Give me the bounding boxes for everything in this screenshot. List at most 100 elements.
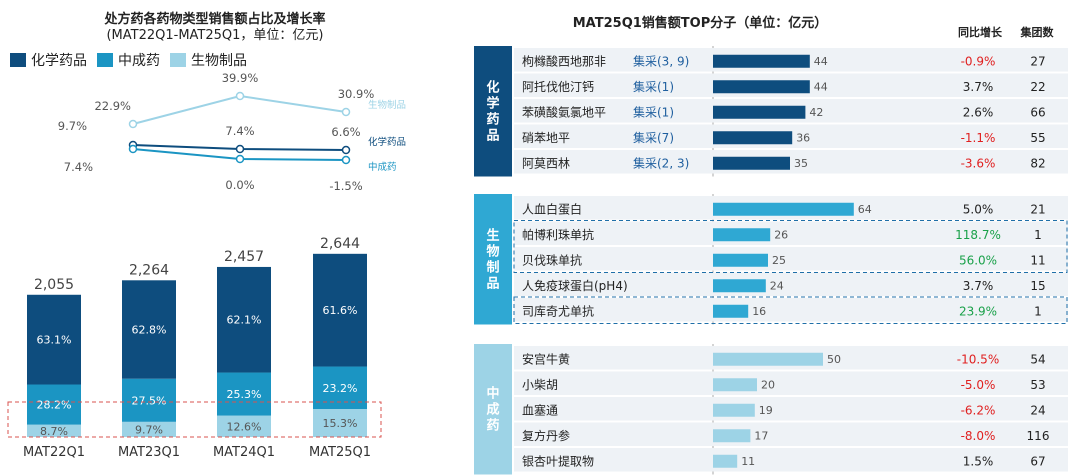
molecule-name-0-0: 枸橼酸西地那非	[522, 53, 606, 68]
molecule-groups-0-2: 66	[1030, 105, 1045, 119]
molecule-bar-2-1	[713, 378, 757, 392]
molecule-value-0-2: 42	[809, 106, 823, 119]
molecule-growth-0-1: 3.7%	[963, 80, 994, 94]
molecule-groups-2-4: 67	[1030, 454, 1045, 468]
molecule-bar-1-4	[713, 304, 749, 318]
row-bg-1-4	[514, 298, 1068, 322]
group-label-char-0-2: 药	[486, 111, 499, 127]
molecule-tag-0-0: 集采(3, 9)	[633, 53, 689, 68]
row-bg-2-4	[514, 448, 1068, 472]
molecule-name-1-0: 人血白蛋白	[522, 201, 582, 216]
molecule-groups-0-3: 55	[1030, 131, 1045, 145]
molecule-groups-1-0: 21	[1030, 202, 1045, 216]
legend-swatch-bio	[170, 53, 186, 67]
highlight-box-2	[513, 296, 1068, 324]
legend-label-tcm: 中成药	[118, 53, 160, 69]
growth-point-0-1	[235, 91, 245, 101]
molecule-bar-0-3	[713, 131, 793, 145]
bar-segment-label-0-0: 63.1%	[37, 334, 72, 347]
group-label-char-2-2: 药	[486, 417, 499, 433]
molecule-growth-0-3: -1.1%	[961, 131, 996, 145]
molecule-growth-2-4: 1.5%	[963, 454, 994, 468]
growth-value-label-2-0: 7.4%	[64, 160, 93, 174]
legend: 化学药品 中成药 生物制品	[10, 50, 247, 70]
growth-line-end-label-1: 化学药品	[368, 136, 406, 148]
molecule-growth-1-2: 56.0%	[959, 253, 997, 267]
groups-column-header: 集团数	[1020, 26, 1054, 39]
molecule-bar-2-2	[713, 403, 755, 417]
molecule-value-0-3: 36	[796, 131, 810, 144]
molecule-name-0-1: 阿托伐他汀钙	[522, 80, 594, 94]
row-bg-0-0	[514, 48, 1068, 72]
bar-segment-1-2	[217, 372, 271, 416]
molecule-tag-0-2: 集采(1)	[633, 104, 674, 119]
row-bg-1-2	[514, 247, 1068, 271]
legend-label-bio: 生物制品	[191, 53, 247, 69]
bar-segment-0-0	[27, 294, 81, 385]
molecule-value-1-2: 25	[772, 254, 786, 267]
molecule-name-2-0: 安宫牛黄	[522, 351, 570, 366]
growth-point-1-1	[235, 144, 245, 154]
bar-segment-1-1	[122, 378, 176, 422]
molecule-value-0-1: 44	[814, 80, 828, 93]
row-bg-1-0	[514, 196, 1068, 220]
growth-line-end-label-2: 中成药	[368, 161, 397, 173]
x-tick-label-0: MAT22Q1	[23, 445, 85, 460]
row-bg-2-3	[514, 422, 1068, 446]
molecule-growth-0-0: -0.9%	[961, 54, 996, 68]
bar-segment-label-0-3: 61.6%	[323, 304, 358, 317]
x-tick-label-2: MAT24Q1	[213, 445, 275, 460]
bar-segment-label-2-3: 15.3%	[323, 417, 358, 430]
left-chart-subtitle: (MAT22Q1-MAT25Q1，单位：亿元)	[106, 28, 324, 43]
growth-point-1-2	[341, 145, 351, 155]
molecule-groups-0-0: 27	[1030, 54, 1045, 68]
bar-segment-1-0	[27, 384, 81, 425]
molecule-value-1-4: 16	[752, 305, 766, 318]
growth-value-label-1-0: 9.7%	[58, 119, 87, 133]
bar-segment-label-0-1: 62.8%	[132, 324, 167, 337]
growth-point-2-2	[341, 155, 351, 165]
group-label-char-1-3: 品	[486, 276, 499, 291]
growth-point-0-2	[341, 107, 351, 117]
row-bg-0-1	[514, 73, 1068, 97]
right-chart-title: MAT25Q1销售额TOP分子（单位：亿元）	[572, 16, 828, 31]
molecule-tag-0-1: 集采(1)	[633, 79, 674, 94]
legend-swatch-chem	[10, 53, 26, 67]
left-stacked-bar-chart: 8.7% 28.2% 63.1% 2,055 MAT22Q1 9.7% 27.5% 62.8%…	[7, 71, 406, 460]
molecule-bar-1-3	[713, 279, 766, 293]
growth-point-2-0	[128, 144, 138, 154]
molecule-value-0-4: 35	[794, 157, 808, 170]
bar-segment-2-0	[27, 424, 81, 437]
molecule-name-2-3: 复方丹参	[522, 428, 570, 443]
molecule-growth-1-0: 5.0%	[963, 202, 994, 216]
molecule-name-0-3: 硝苯地平	[522, 131, 570, 145]
molecule-groups-2-0: 54	[1030, 352, 1045, 366]
molecule-bar-1-2	[713, 253, 768, 267]
molecule-growth-1-4: 23.9%	[959, 304, 997, 318]
molecule-bar-2-3	[713, 429, 751, 443]
molecule-bar-1-0	[713, 202, 854, 216]
molecule-growth-1-1: 118.7%	[955, 228, 1001, 242]
growth-point-2-1	[235, 154, 245, 164]
bar-segment-label-1-2: 25.3%	[227, 388, 262, 401]
molecule-growth-2-0: -10.5%	[957, 352, 999, 366]
group-label-char-0-3: 品	[486, 128, 499, 143]
molecule-value-2-2: 19	[759, 404, 773, 417]
molecule-bar-0-0	[713, 54, 810, 68]
molecule-growth-0-2: 2.6%	[963, 105, 994, 119]
molecule-growth-1-3: 3.7%	[963, 279, 994, 293]
molecule-value-2-0: 50	[827, 353, 841, 366]
group-band-2	[474, 344, 512, 475]
molecule-name-2-1: 小柴胡	[522, 378, 558, 392]
molecule-bar-2-4	[713, 454, 738, 468]
molecule-value-1-3: 24	[770, 279, 784, 292]
legend-item-chem: 化学药品	[10, 50, 87, 70]
molecule-bar-2-0	[713, 352, 823, 366]
molecule-name-2-2: 血塞通	[522, 402, 558, 417]
group-label-char-1-0: 生	[486, 227, 499, 243]
growth-value-label-2-2: -1.5%	[329, 179, 362, 193]
group-label-char-1-1: 物	[486, 243, 499, 259]
molecule-value-2-1: 20	[761, 378, 775, 391]
legend-item-bio: 生物制品	[170, 50, 247, 70]
growth-point-0-0	[128, 119, 138, 129]
